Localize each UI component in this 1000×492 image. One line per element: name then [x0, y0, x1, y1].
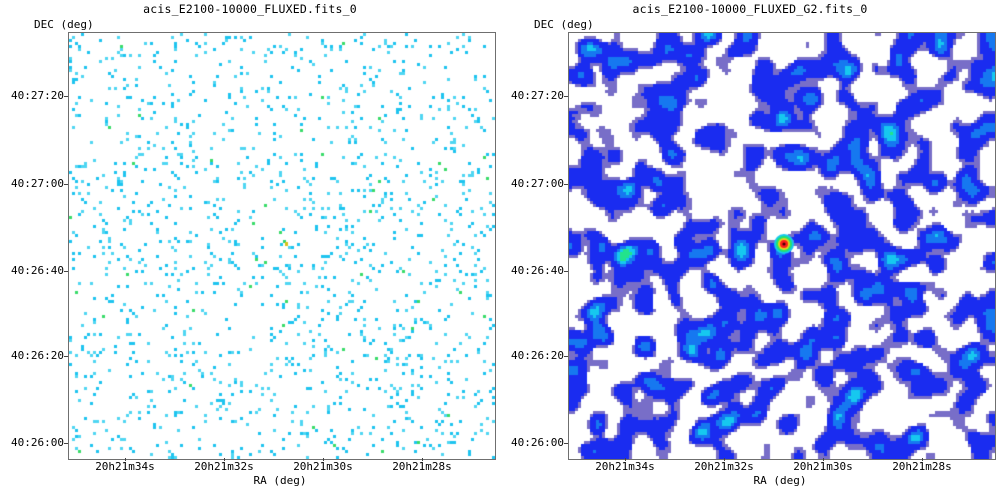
panel-title: acis_E2100-10000_FLUXED.fits_0 [143, 2, 357, 16]
y-tick-label: 40:26:20 [511, 349, 564, 362]
x-tick-mark [323, 458, 324, 461]
y-tick-label: 40:26:20 [11, 349, 64, 362]
y-tick-mark [564, 356, 568, 357]
y-tick-mark [64, 271, 68, 272]
y-tick-label: 40:27:20 [11, 89, 64, 102]
x-tick-mark [823, 458, 824, 461]
raw-counts-image[interactable] [69, 33, 495, 459]
panel-title: acis_E2100-10000_FLUXED_G2.fits_0 [632, 2, 868, 16]
smoothed-image[interactable] [569, 33, 995, 459]
y-tick-mark [564, 184, 568, 185]
x-axis-label: RA (deg) [753, 474, 807, 487]
x-tick-mark [922, 458, 923, 461]
y-tick-label: 40:27:00 [11, 177, 64, 190]
y-axis-label: DEC (deg) [534, 18, 594, 31]
y-tick-mark [564, 96, 568, 97]
x-tick-mark [625, 458, 626, 461]
x-tick-label: 20h21m28s [892, 460, 952, 473]
y-tick-mark [564, 271, 568, 272]
x-tick-label: 20h21m34s [595, 460, 655, 473]
x-tick-mark [125, 458, 126, 461]
y-tick-label: 40:26:40 [11, 264, 64, 277]
y-tick-label: 40:26:00 [11, 436, 64, 449]
image-panel-smoothed: acis_E2100-10000_FLUXED_G2.fits_0 DEC (d… [500, 0, 1000, 492]
x-tick-mark [724, 458, 725, 461]
x-tick-label: 20h21m32s [694, 460, 754, 473]
x-tick-label: 20h21m30s [293, 460, 353, 473]
y-tick-mark [64, 184, 68, 185]
x-tick-label: 20h21m28s [392, 460, 452, 473]
y-tick-label: 40:27:20 [511, 89, 564, 102]
x-tick-mark [224, 458, 225, 461]
y-tick-mark [64, 356, 68, 357]
y-tick-label: 40:26:40 [511, 264, 564, 277]
x-tick-label: 20h21m34s [95, 460, 155, 473]
x-tick-mark [422, 458, 423, 461]
image-canvas[interactable] [568, 32, 996, 460]
x-tick-label: 20h21m32s [194, 460, 254, 473]
y-tick-label: 40:26:00 [511, 436, 564, 449]
y-tick-mark [64, 443, 68, 444]
x-tick-label: 20h21m30s [793, 460, 853, 473]
y-tick-label: 40:27:00 [511, 177, 564, 190]
y-axis-label: DEC (deg) [34, 18, 94, 31]
x-axis-label: RA (deg) [253, 474, 307, 487]
image-canvas[interactable] [68, 32, 496, 460]
image-panel-raw: acis_E2100-10000_FLUXED.fits_0 DEC (deg)… [11, 2, 496, 487]
y-tick-mark [564, 443, 568, 444]
y-tick-mark [64, 96, 68, 97]
